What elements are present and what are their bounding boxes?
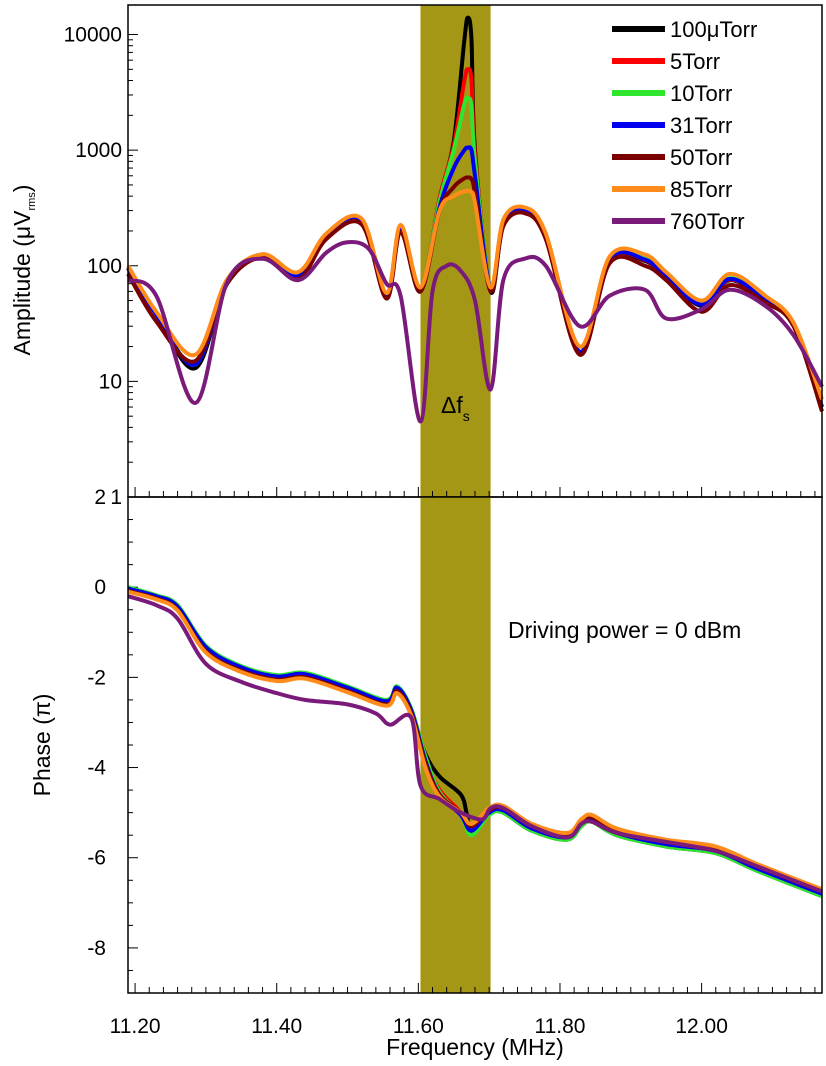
phase-series-line-6 xyxy=(127,594,823,894)
amplitude-axis-ticks xyxy=(128,34,816,498)
legend-label: 50Torr xyxy=(670,145,732,170)
amplitude-y-tick-label: 1 xyxy=(110,486,122,509)
phase-y-tick-labels: 2 0 -2 -4 -6 -8 xyxy=(87,486,106,960)
phase-y-axis-title: Phase (π) xyxy=(29,694,55,797)
x-tick-label: 11.20 xyxy=(110,1015,161,1038)
legend-label: 760Torr xyxy=(670,209,745,234)
amplitude-series-line-3 xyxy=(126,145,824,408)
amplitude-y-tick-label: 10 xyxy=(99,370,122,393)
phase-y-tick-label: -8 xyxy=(87,937,106,960)
amplitude-y-axis-title-close: ) xyxy=(9,185,35,193)
x-axis-title: Frequency (MHz) xyxy=(386,1034,564,1060)
phase-y-tick-label: 0 xyxy=(94,576,106,599)
phase-y-tick-label: 2 xyxy=(94,486,106,509)
phase-y-tick-label: -6 xyxy=(87,847,106,870)
phase-y-tick-label: -2 xyxy=(87,666,106,689)
x-tick-label: 12.00 xyxy=(675,1015,728,1038)
amplitude-y-tick-label: 100 xyxy=(87,255,122,278)
amplitude-series xyxy=(126,15,824,424)
phase-plot-frame xyxy=(127,496,823,994)
amplitude-series-line-5 xyxy=(126,188,824,400)
amplitude-y-axis-title-sub: rms xyxy=(26,192,38,211)
phase-panel: 2 0 -2 -4 -6 -8 11.20 11.40 11.60 11.80 12.00 Pha… xyxy=(29,486,823,1060)
x-tick-label: 11.60 xyxy=(393,1015,444,1038)
x-tick-labels: 11.20 11.40 11.60 11.80 12.00 xyxy=(110,1015,728,1038)
phase-y-tick-label: -4 xyxy=(87,757,106,780)
legend: 100μTorr 5Torr 10Torr 31Torr 50Torr 85Torr 760… xyxy=(612,17,757,234)
x-tick-label: 11.40 xyxy=(251,1015,302,1038)
driving-power-annotation: Driving power = 0 dBm xyxy=(508,617,741,643)
amplitude-y-axis-title-main: Amplitude (μV xyxy=(9,210,35,356)
x-tick-label: 11.80 xyxy=(534,1015,585,1038)
band-label-sub: s xyxy=(463,408,470,424)
legend-label: 31Torr xyxy=(670,113,732,138)
band-label: Δfs xyxy=(441,392,470,424)
amplitude-y-axis-title: Amplitude (μVrms) xyxy=(9,185,38,356)
amplitude-panel: 10000 1000 100 10 1 Amplitude (μVrms) Δfs 10… xyxy=(9,4,824,509)
legend-label: 10Torr xyxy=(670,81,732,106)
legend-label: 100μTorr xyxy=(670,17,757,42)
band-label-main: Δf xyxy=(441,392,463,418)
amplitude-series-line-6 xyxy=(127,239,824,424)
legend-label: 85Torr xyxy=(670,177,732,202)
phase-series xyxy=(127,585,823,898)
legend-label: 5Torr xyxy=(670,49,720,74)
amplitude-y-tick-label: 1000 xyxy=(75,139,122,162)
phase-freq-band xyxy=(420,497,491,993)
amplitude-y-tick-label: 10000 xyxy=(64,24,122,47)
amplitude-y-tick-labels: 10000 1000 100 10 1 xyxy=(64,24,122,509)
